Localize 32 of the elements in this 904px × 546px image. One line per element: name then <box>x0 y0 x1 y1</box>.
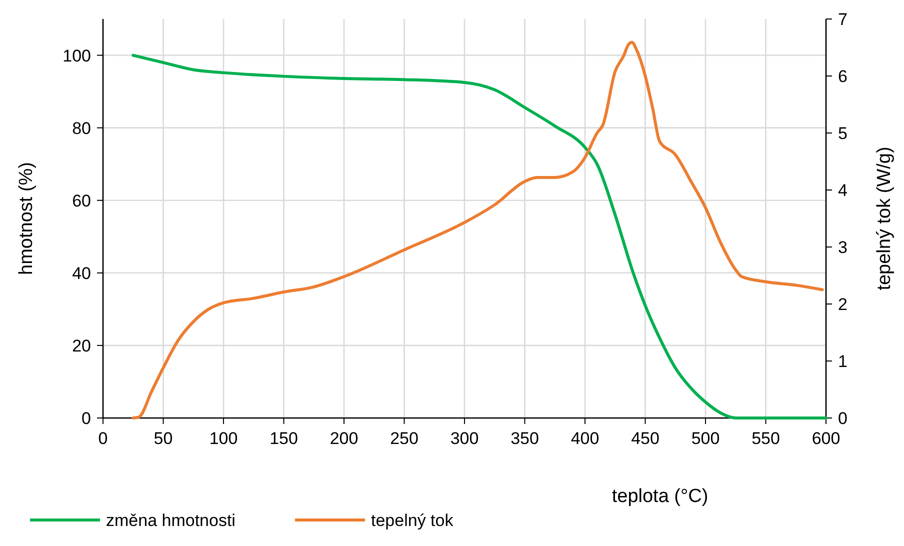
y2-tick-label: 0 <box>838 409 848 428</box>
y2-tick-label: 3 <box>838 238 848 257</box>
y2-tick-label: 5 <box>838 124 848 143</box>
x-tick-label: 250 <box>390 429 418 448</box>
x-axis-title: teplota (°C) <box>612 486 708 507</box>
y-tick-label: 80 <box>72 118 91 138</box>
x-tick-label: 200 <box>330 429 358 448</box>
legend-label: tepelný tok <box>371 511 454 530</box>
y-tick-label: 100 <box>62 46 91 66</box>
x-tick-label: 50 <box>154 429 173 448</box>
x-tick-label: 300 <box>450 429 479 448</box>
x-tick-label: 550 <box>752 429 780 448</box>
y-tick-label: 20 <box>72 336 91 356</box>
x-tick-label: 600 <box>812 429 840 448</box>
y-axis-title: hmotnost (%) <box>16 162 37 275</box>
y2-tick-label: 4 <box>838 181 848 200</box>
y2-tick-label: 2 <box>838 295 848 314</box>
x-tick-label: 450 <box>631 429 660 448</box>
x-tick-label: 0 <box>98 429 108 448</box>
y2-axis-title: tepelný tok (W/g) <box>874 146 895 290</box>
y2-tick-label: 6 <box>838 67 848 86</box>
y-tick-label: 40 <box>72 264 91 283</box>
legend-label: změna hmotnosti <box>106 511 236 530</box>
x-tick-label: 150 <box>270 429 298 448</box>
y2-tick-label: 7 <box>838 10 848 29</box>
x-tick-label: 100 <box>209 429 238 448</box>
x-tick-label: 400 <box>570 429 600 448</box>
y-tick-label: 60 <box>72 191 91 210</box>
y2-tick-label: 1 <box>838 352 848 371</box>
x-tick-label: 500 <box>691 429 720 448</box>
y-tick-label: 0 <box>82 409 91 428</box>
x-tick-label: 350 <box>510 429 539 448</box>
